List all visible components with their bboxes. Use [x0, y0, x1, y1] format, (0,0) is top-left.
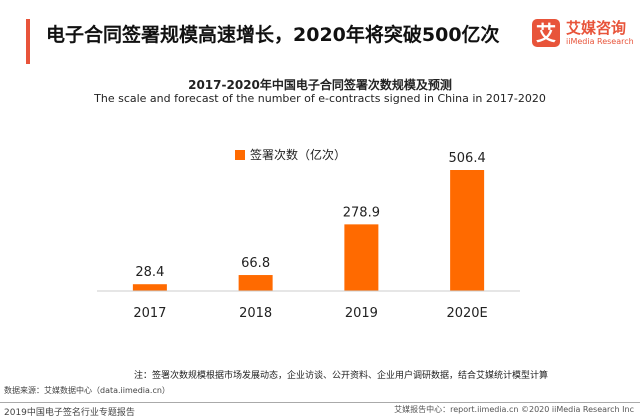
logo-mark: 艾: [536, 21, 556, 45]
x-tick-label: 2017: [133, 306, 166, 321]
data-source: 数据来源：艾媒数据中心（data.iimedia.cn）: [4, 386, 170, 395]
data-label: 278.9: [343, 205, 380, 220]
footer-credit: 艾媒报告中心：report.iimedia.cn ©2020 iiMedia R…: [394, 405, 634, 414]
page-title: 电子合同签署规模高速增长，2020年将突破500亿次: [46, 24, 500, 46]
chart-title: 2017-2020年中国电子合同签署次数规模及预测: [188, 78, 452, 92]
data-label: 506.4: [449, 151, 486, 166]
legend-swatch: [235, 150, 245, 160]
chart-note: 注：签署次数规模根据市场发展动态，企业访谈、公开资料、企业用户调研数据，结合艾媒…: [134, 371, 549, 381]
data-label: 66.8: [241, 256, 270, 271]
bar: [450, 170, 485, 291]
chart-subtitle: The scale and forecast of the number of …: [94, 92, 546, 105]
logo-text-en: iiMedia Research: [566, 37, 634, 46]
legend-label: 签署次数（亿次）: [250, 148, 347, 162]
data-label: 28.4: [135, 265, 164, 280]
logo-text-cn: 艾媒咨询: [566, 19, 627, 37]
bar: [344, 224, 379, 291]
x-tick-label: 2018: [239, 306, 272, 321]
logo: 艾: [532, 19, 560, 47]
title-accent-bar: [26, 19, 30, 64]
x-tick-label: 2020E: [446, 306, 487, 321]
report-name: 2019中国电子签名行业专题报告: [4, 408, 135, 418]
x-tick-label: 2019: [345, 306, 378, 321]
bar: [132, 284, 167, 291]
footer-divider: [0, 402, 640, 403]
bar: [238, 275, 273, 291]
